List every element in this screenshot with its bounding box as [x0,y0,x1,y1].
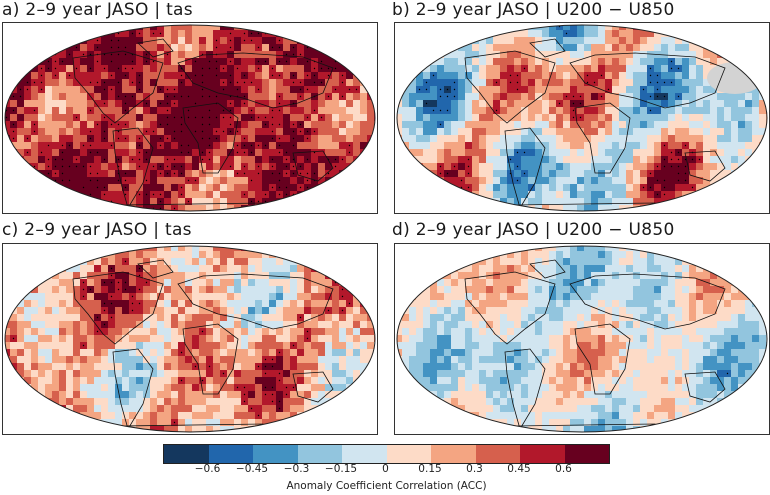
colorbar-label: Anomaly Coefficient Correlation (ACC) [286,480,487,492]
colorbar-tick-label: −0.45 [235,463,269,475]
coastline [529,259,566,279]
map-panel-d [394,243,770,435]
panel-c-title: c) 2–9 year JASO | tas [2,220,192,240]
coastline [684,150,726,182]
colorbar-segment [253,445,298,463]
coastline [292,150,334,182]
coastline [504,348,546,431]
colorbar-segment [475,445,520,463]
colorbar-tick-label: 0.45 [507,463,531,475]
coastline [112,127,154,210]
coastline [72,50,164,124]
coastline [137,259,174,279]
coastline [569,273,726,330]
coastline [182,102,239,174]
colorbar-segment [164,445,209,463]
colorbar-tick-label: 0.15 [418,463,442,475]
colorbar-segment [208,445,253,463]
map-panel-c [2,243,378,435]
colorbar-tick-label: 0 [382,463,389,475]
coastline [504,127,546,210]
panel-d-title: d) 2–9 year JASO | U200 − U850 [392,220,675,240]
coastline [464,271,556,345]
map-projection-border [396,245,768,433]
map-projection-border [396,24,768,212]
colorbar-segment [520,445,565,463]
colorbar [163,444,610,464]
colorbar-tick-label: −0.3 [283,463,310,475]
colorbar-segment [386,445,431,463]
map-svg [4,24,376,212]
coastline [292,371,334,403]
map-panel-a [2,22,378,214]
coastline [569,52,726,109]
coastline [177,273,334,330]
colorbar-tick-label: −0.15 [324,463,358,475]
acc-field [5,246,375,432]
coastline [464,50,556,124]
colorbar-tick-label: 0.6 [555,463,572,475]
coastline [72,271,164,345]
panel-a-title: a) 2–9 year JASO | tas [2,0,193,20]
coastline [137,38,174,58]
colorbar-tick-label: 0.3 [466,463,483,475]
colorbar-tick-label: −0.6 [194,463,221,475]
panel-b-title: b) 2–9 year JASO | U200 − U850 [392,0,675,20]
coastline [177,52,334,109]
map-svg [396,245,768,433]
colorbar-segment [297,445,342,463]
map-svg [396,24,768,212]
acc-field [397,246,767,432]
colorbar-segment [342,445,387,463]
colorbar-segment [431,445,476,463]
coastline [112,348,154,431]
coastline [574,102,631,174]
coastline [529,38,566,58]
coastline [574,323,631,395]
map-svg [4,245,376,433]
map-projection-border [4,245,376,433]
colorbar-segment [564,445,609,463]
colorbar-ticks: −0.6 −0.45 −0.3 −0.15 0 0.15 0.3 0.45 0.6 [163,463,610,477]
coastline [182,323,239,395]
acc-field [5,25,375,211]
map-panel-b [394,22,770,214]
map-projection-border [4,24,376,212]
acc-field [397,25,767,211]
coastline [684,371,726,403]
